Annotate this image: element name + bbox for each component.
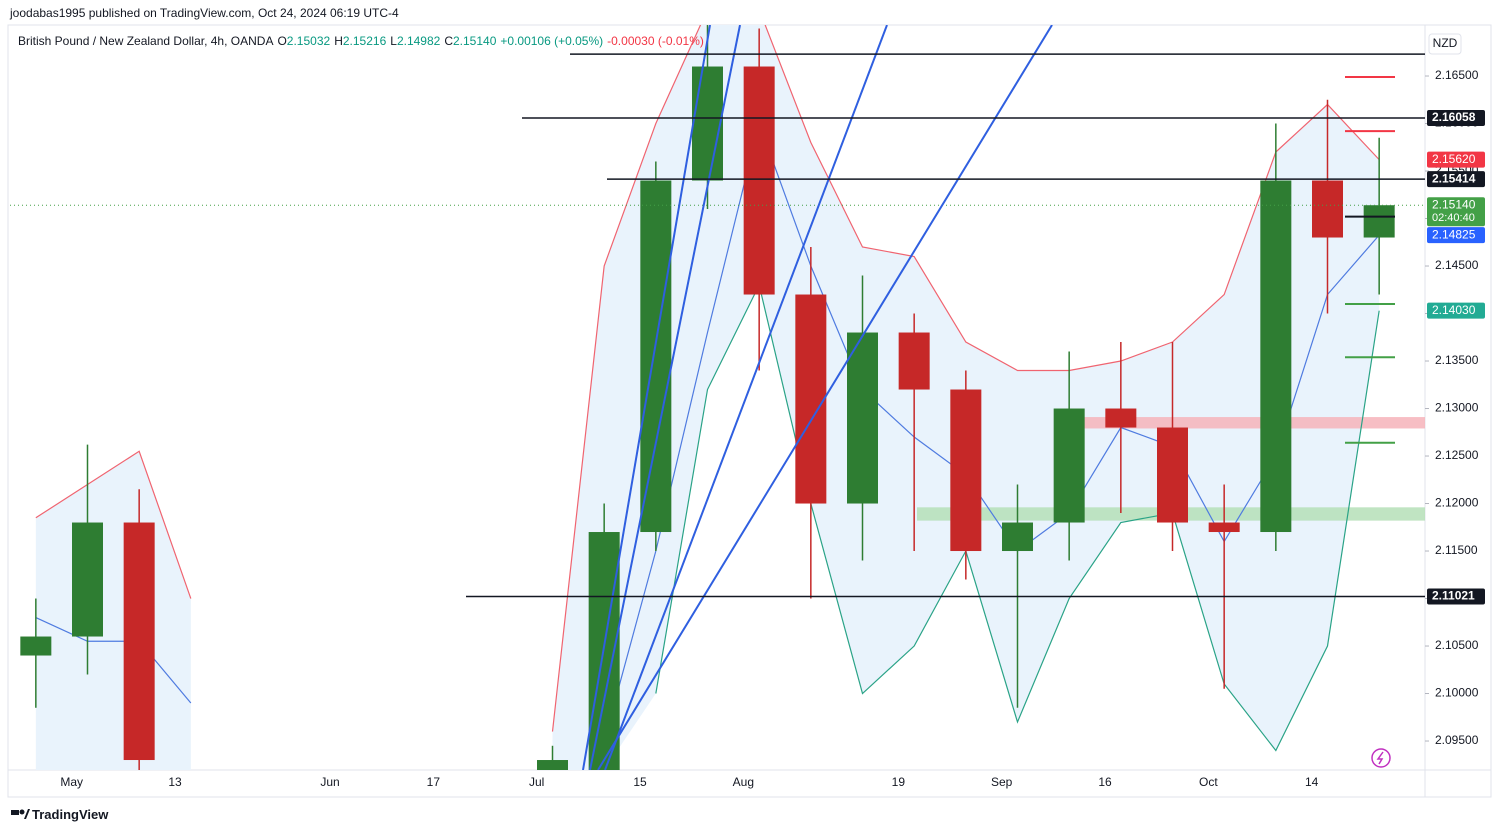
x-tick-label: Aug (733, 775, 754, 789)
trendline (604, 25, 888, 770)
price-tag-label: 2.14030 (1432, 303, 1476, 317)
candle-body (950, 389, 982, 552)
price-tag (1427, 110, 1485, 127)
trendlines (582, 25, 1053, 770)
ohlc-value: 2.15140 (453, 34, 497, 48)
candle-body (1208, 522, 1240, 533)
price-axis: 2.095002.100002.105002.110002.115002.120… (1425, 68, 1485, 747)
x-tick-label: Sep (991, 775, 1013, 789)
candle-body (1260, 180, 1292, 533)
candle-body (898, 332, 930, 390)
ohlc-value: 2.15032 (286, 34, 331, 48)
x-tick-label: 13 (168, 775, 182, 789)
candle-body (1002, 522, 1033, 552)
x-tick-label: 14 (1305, 775, 1319, 789)
price-zone (1060, 417, 1425, 429)
candle-body (537, 760, 568, 770)
y-tick-label: 2.13000 (1435, 401, 1479, 415)
candle-body (640, 180, 672, 533)
band-line (655, 283, 1380, 752)
x-tick-label: Jun (320, 775, 339, 789)
currency-box[interactable] (1428, 33, 1462, 55)
price-tag (1427, 227, 1485, 244)
candle-body (123, 522, 155, 761)
price-tag-label: 2.15620 (1432, 152, 1476, 166)
y-tick-label: 2.14500 (1435, 258, 1479, 272)
y-tick-label: 2.12000 (1435, 496, 1479, 510)
candle-body (20, 636, 52, 656)
last-price-label: 2.15140 (1432, 197, 1476, 211)
footer-brand: TradingView (32, 807, 109, 822)
price-tag-label: 2.15414 (1432, 171, 1476, 185)
symbol-legend: British Pound / New Zealand Dollar, 4h, … (18, 34, 708, 48)
candle-body (795, 294, 827, 504)
band-fill (35, 451, 191, 770)
y-tick-label: 2.12500 (1435, 448, 1479, 462)
price-tag-label: 2.11021 (1432, 589, 1475, 603)
price-tag (1427, 171, 1485, 188)
candle-body (1312, 180, 1343, 238)
x-tick-label: Oct (1199, 775, 1218, 789)
candle-body (1157, 427, 1188, 523)
change-secondary: -0.00030 (-0.01%) (607, 34, 704, 48)
ohlc-key: L (390, 34, 397, 48)
trendline (597, 25, 1053, 770)
candle-body (692, 66, 723, 181)
candle-body (847, 332, 878, 504)
ohlc-value: 2.15216 (342, 34, 387, 48)
candle-body (1053, 408, 1085, 523)
candle-body (1363, 205, 1395, 238)
y-tick-label: 2.13500 (1435, 353, 1479, 367)
currency-label: NZD (1433, 36, 1458, 50)
countdown-label: 02:40:40 (1432, 212, 1475, 224)
candle-body (72, 522, 103, 637)
alert-icon[interactable] (1371, 748, 1391, 768)
ohlc-key: O (277, 34, 287, 48)
x-tick-label: 19 (892, 775, 906, 789)
y-tick-label: 2.11500 (1435, 543, 1478, 557)
x-tick-label: 17 (427, 775, 441, 789)
last-price-tag (1427, 197, 1485, 227)
y-tick-label: 2.10000 (1435, 686, 1479, 700)
ohlc-value: 2.14982 (396, 34, 441, 48)
price-tag (1427, 302, 1485, 319)
y-tick-label: 2.10500 (1435, 638, 1479, 652)
price-tag-label: 2.16058 (1432, 110, 1476, 124)
x-tick-label: Jul (529, 775, 544, 789)
publish-note: joodabas1995 published on TradingView.co… (10, 6, 399, 20)
ohlc-key: H (334, 34, 343, 48)
ohlc-key: C (444, 34, 453, 48)
trendline (589, 25, 741, 770)
plot-area (10, 25, 1425, 770)
candle-body (743, 66, 775, 295)
x-tick-label: May (60, 775, 83, 789)
x-tick-label: 15 (633, 775, 647, 789)
trendline (582, 25, 711, 770)
change: +0.00106 (+0.05%) (500, 34, 604, 48)
band-line (35, 25, 1380, 732)
symbol-title: British Pound / New Zealand Dollar, 4h, … (18, 34, 274, 48)
price-tag (1427, 151, 1485, 168)
price-tag-label: 2.14825 (1432, 227, 1476, 241)
band-line (35, 121, 1380, 742)
y-tick-label: 2.16500 (1435, 68, 1479, 82)
price-tag (1427, 588, 1485, 605)
x-tick-label: 16 (1098, 775, 1112, 789)
y-tick-label: 2.09500 (1435, 733, 1479, 747)
tradingview-logo (11, 809, 30, 819)
candle-body (1105, 408, 1137, 428)
